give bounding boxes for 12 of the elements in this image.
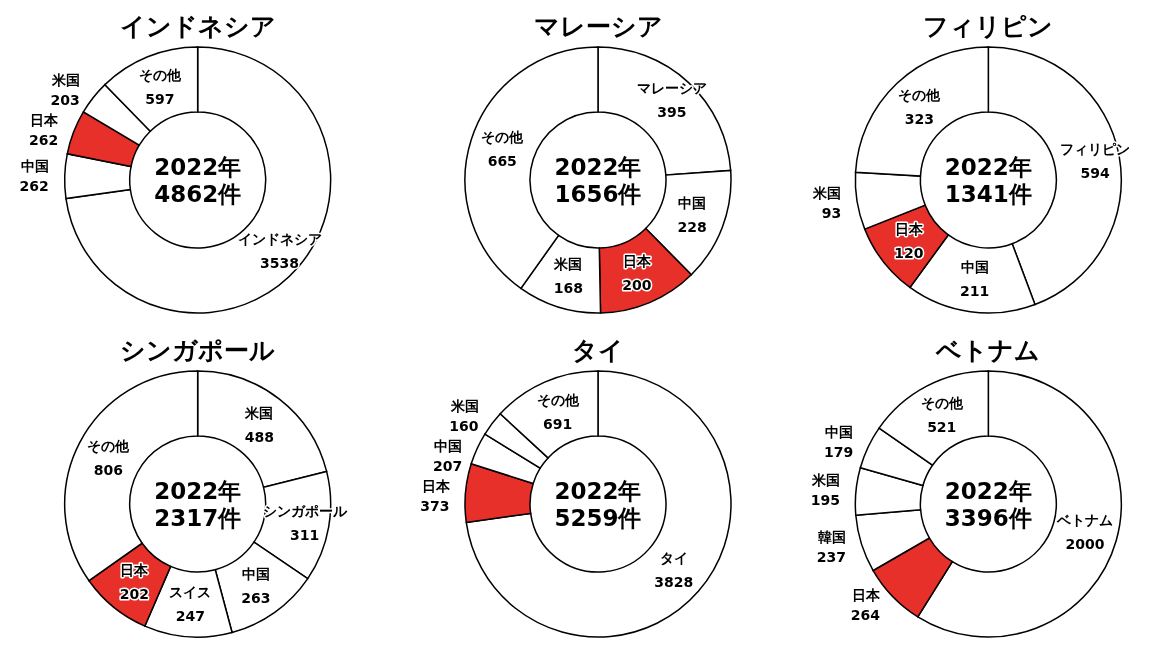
title: タイ: [572, 336, 624, 365]
title: シンガポール: [120, 336, 276, 365]
title: インドネシア: [119, 12, 276, 41]
annotation: 2022年 1656件: [554, 153, 642, 207]
title: マレーシア: [533, 12, 663, 41]
annotation: 2022年 2317件: [154, 477, 242, 531]
annotation: 2022年 1341件: [944, 153, 1032, 207]
title: フィリピン: [923, 12, 1054, 41]
title: ベトナム: [936, 336, 1041, 365]
annotation: 2022年 4862件: [154, 153, 242, 207]
annotation: 2022年 5259件: [554, 477, 642, 531]
annotation: 2022年 3396件: [944, 477, 1032, 531]
